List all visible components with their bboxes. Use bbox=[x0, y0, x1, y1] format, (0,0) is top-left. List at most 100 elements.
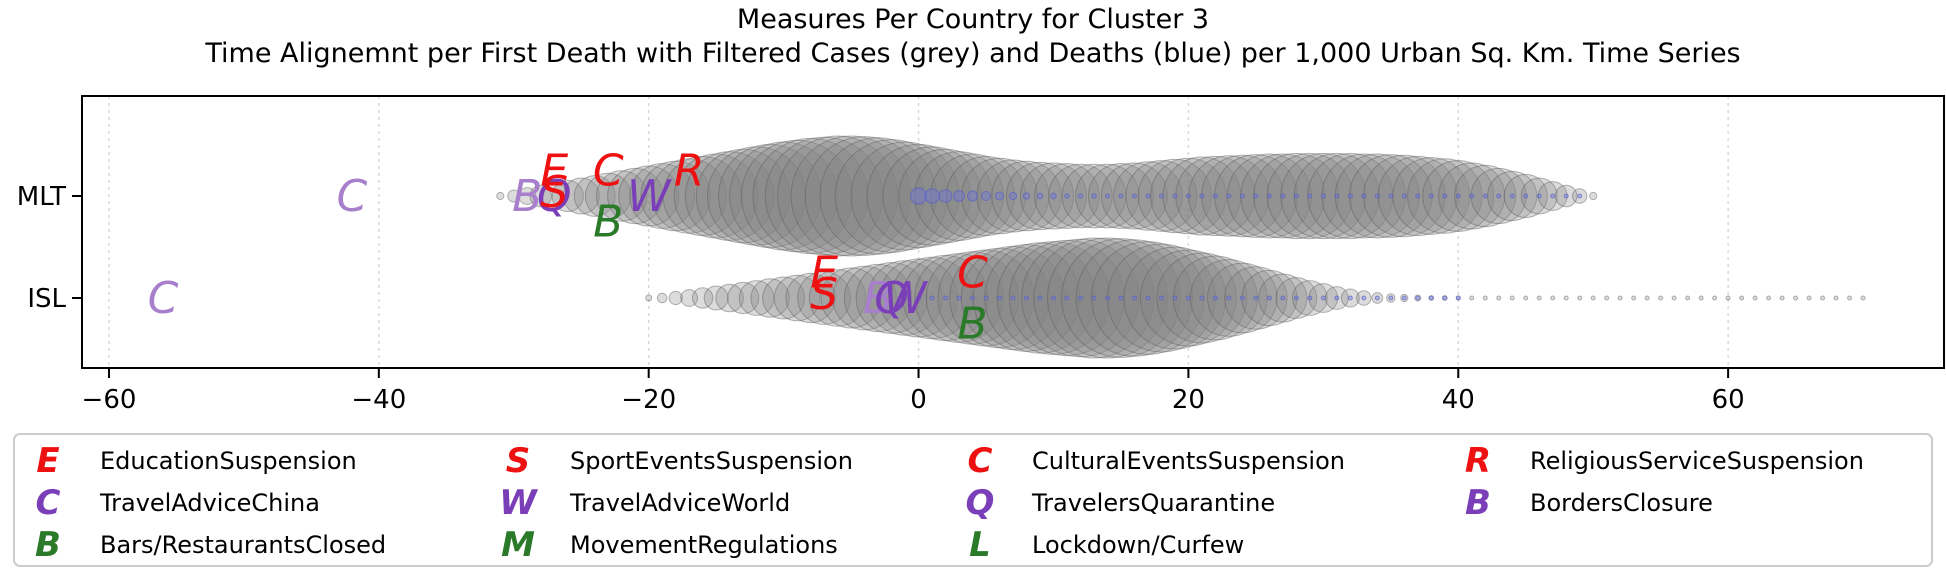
death-bubble bbox=[970, 295, 976, 301]
case-bubble bbox=[972, 244, 1081, 352]
case-bubble bbox=[764, 136, 884, 256]
death-bubble bbox=[997, 295, 1003, 301]
case-bubble bbox=[855, 262, 928, 334]
case-bubble bbox=[1469, 295, 1475, 301]
case-bubble bbox=[762, 276, 806, 320]
death-bubble bbox=[1415, 295, 1421, 301]
death-bubble bbox=[956, 295, 962, 301]
death-bubble bbox=[1509, 193, 1515, 199]
case-bubble bbox=[930, 153, 1016, 239]
death-bubble bbox=[1388, 193, 1394, 199]
case-bubble bbox=[1793, 295, 1799, 301]
death-bubble bbox=[1563, 193, 1569, 199]
case-bubble bbox=[1503, 173, 1548, 219]
case-bubble bbox=[750, 278, 790, 318]
case-bubble bbox=[797, 271, 852, 325]
death-bubble bbox=[953, 190, 965, 202]
case-bubble bbox=[834, 139, 949, 253]
case-bubble bbox=[727, 281, 760, 315]
case-bubble bbox=[1034, 163, 1100, 229]
case-bubble bbox=[1175, 155, 1256, 237]
measure-marker: C bbox=[336, 171, 367, 222]
death-bubble bbox=[1307, 193, 1313, 199]
legend-glyph: C bbox=[968, 441, 993, 481]
case-bubble bbox=[691, 287, 714, 309]
case-bubble bbox=[1470, 167, 1527, 225]
case-bubble bbox=[804, 136, 925, 256]
death-bubble bbox=[1212, 295, 1218, 301]
case-bubble bbox=[1779, 295, 1785, 301]
case-bubble bbox=[1088, 163, 1154, 229]
measure-marker: Q bbox=[874, 273, 909, 324]
case-bubble bbox=[820, 267, 882, 329]
case-bubble bbox=[1075, 239, 1194, 357]
case-bubble bbox=[752, 137, 869, 255]
case-bubble bbox=[819, 137, 937, 255]
case-bubble bbox=[832, 265, 897, 331]
x-tick-label: −20 bbox=[621, 385, 676, 415]
measure-marker: C bbox=[957, 248, 988, 299]
death-bubble bbox=[1104, 193, 1110, 199]
death-bubble bbox=[1064, 193, 1070, 199]
death-bubble bbox=[1077, 295, 1083, 301]
bubble-series bbox=[496, 135, 1866, 359]
case-bubble bbox=[573, 175, 616, 217]
death-bubble bbox=[1266, 193, 1272, 199]
death-bubble bbox=[1374, 193, 1380, 199]
case-bubble bbox=[529, 184, 553, 208]
case-bubble bbox=[1258, 273, 1308, 323]
case-bubble bbox=[1123, 246, 1227, 350]
measure-marker: Q bbox=[537, 171, 572, 222]
measure-marker: C bbox=[593, 146, 624, 197]
death-bubble bbox=[1158, 295, 1164, 301]
death-bubble bbox=[1347, 193, 1353, 199]
case-bubble bbox=[729, 141, 839, 251]
measure-marker: S bbox=[540, 167, 568, 218]
death-bubble bbox=[1320, 295, 1326, 301]
case-bubble bbox=[1454, 164, 1517, 228]
case-bubble bbox=[773, 274, 821, 322]
case-bubble bbox=[703, 285, 729, 311]
death-bubble bbox=[1118, 295, 1124, 301]
case-bubble bbox=[1371, 292, 1384, 304]
case-bubble bbox=[777, 135, 899, 257]
death-bubble bbox=[1482, 193, 1488, 199]
case-bubble bbox=[1156, 252, 1248, 344]
x-tick-label: 0 bbox=[910, 385, 927, 415]
case-bubble bbox=[718, 143, 823, 249]
measure-marker: B bbox=[512, 171, 542, 222]
case-bubble bbox=[1046, 237, 1168, 359]
y-tick-label: MLT bbox=[17, 182, 66, 212]
legend-label: TravelAdviceWorld bbox=[569, 489, 790, 517]
death-bubble bbox=[1091, 295, 1097, 301]
case-bubble bbox=[1113, 161, 1183, 231]
case-bubble bbox=[1766, 295, 1772, 301]
death-bubble bbox=[1172, 193, 1178, 199]
case-bubble bbox=[551, 179, 584, 213]
death-bubble bbox=[983, 295, 989, 301]
death-bubble bbox=[1050, 192, 1057, 200]
death-bubble bbox=[1334, 193, 1340, 199]
case-bubble bbox=[1201, 154, 1284, 238]
case-bubble bbox=[890, 256, 974, 340]
death-bubble bbox=[1428, 295, 1434, 301]
case-bubble bbox=[1348, 154, 1433, 238]
death-bubble bbox=[1307, 295, 1313, 301]
case-bubble bbox=[1537, 181, 1568, 211]
death-bubble bbox=[1536, 193, 1542, 199]
case-bubble bbox=[629, 163, 696, 229]
death-bubble bbox=[1037, 295, 1043, 301]
case-bubble bbox=[1752, 295, 1758, 301]
death-bubble bbox=[1010, 295, 1016, 301]
case-bubble bbox=[1224, 266, 1288, 330]
case-bubble bbox=[1137, 158, 1213, 234]
measure-marker: B bbox=[593, 197, 623, 248]
death-bubble bbox=[909, 187, 928, 205]
case-bubble bbox=[1520, 177, 1558, 215]
case-bubble bbox=[867, 260, 943, 336]
case-bubble bbox=[1021, 238, 1140, 358]
death-bubble bbox=[994, 191, 1005, 201]
case-bubble bbox=[843, 263, 913, 333]
case-bubble bbox=[1698, 295, 1704, 301]
